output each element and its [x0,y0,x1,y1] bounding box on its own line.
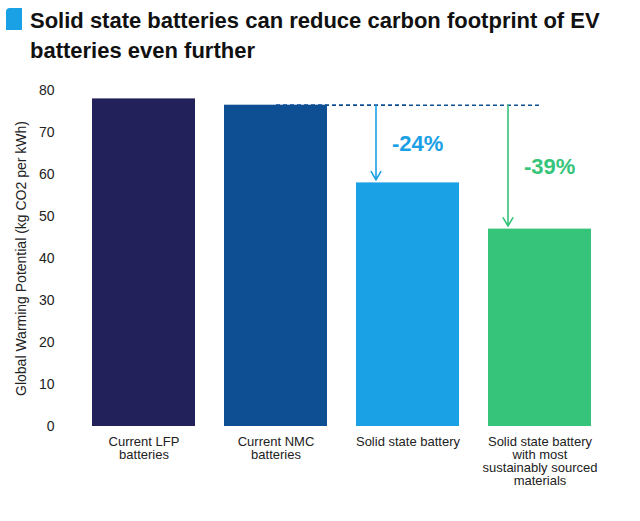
svg-text:Solid state battery: Solid state battery [356,434,461,449]
svg-text:-24%: -24% [392,131,443,156]
svg-text:Solid state batterywith mostsu: Solid state batterywith mostsustainably … [483,434,598,488]
svg-text:60: 60 [39,166,55,182]
svg-text:Global Warming Potential (kg C: Global Warming Potential (kg CO2 per kWh… [13,121,29,396]
svg-text:-39%: -39% [524,154,575,179]
svg-text:80: 80 [39,82,55,98]
svg-text:0: 0 [47,418,55,434]
svg-text:30: 30 [39,292,55,308]
svg-text:40: 40 [39,250,55,266]
svg-text:70: 70 [39,124,55,140]
svg-text:20: 20 [39,334,55,350]
svg-text:50: 50 [39,208,55,224]
svg-text:10: 10 [39,376,55,392]
svg-text:Current NMCbatteries: Current NMCbatteries [238,434,315,462]
svg-text:Current LFPbatteries: Current LFPbatteries [109,434,180,462]
html-text:Solid state batteries can redu: Solid state batteries can reduce carbon … [30,8,600,63]
